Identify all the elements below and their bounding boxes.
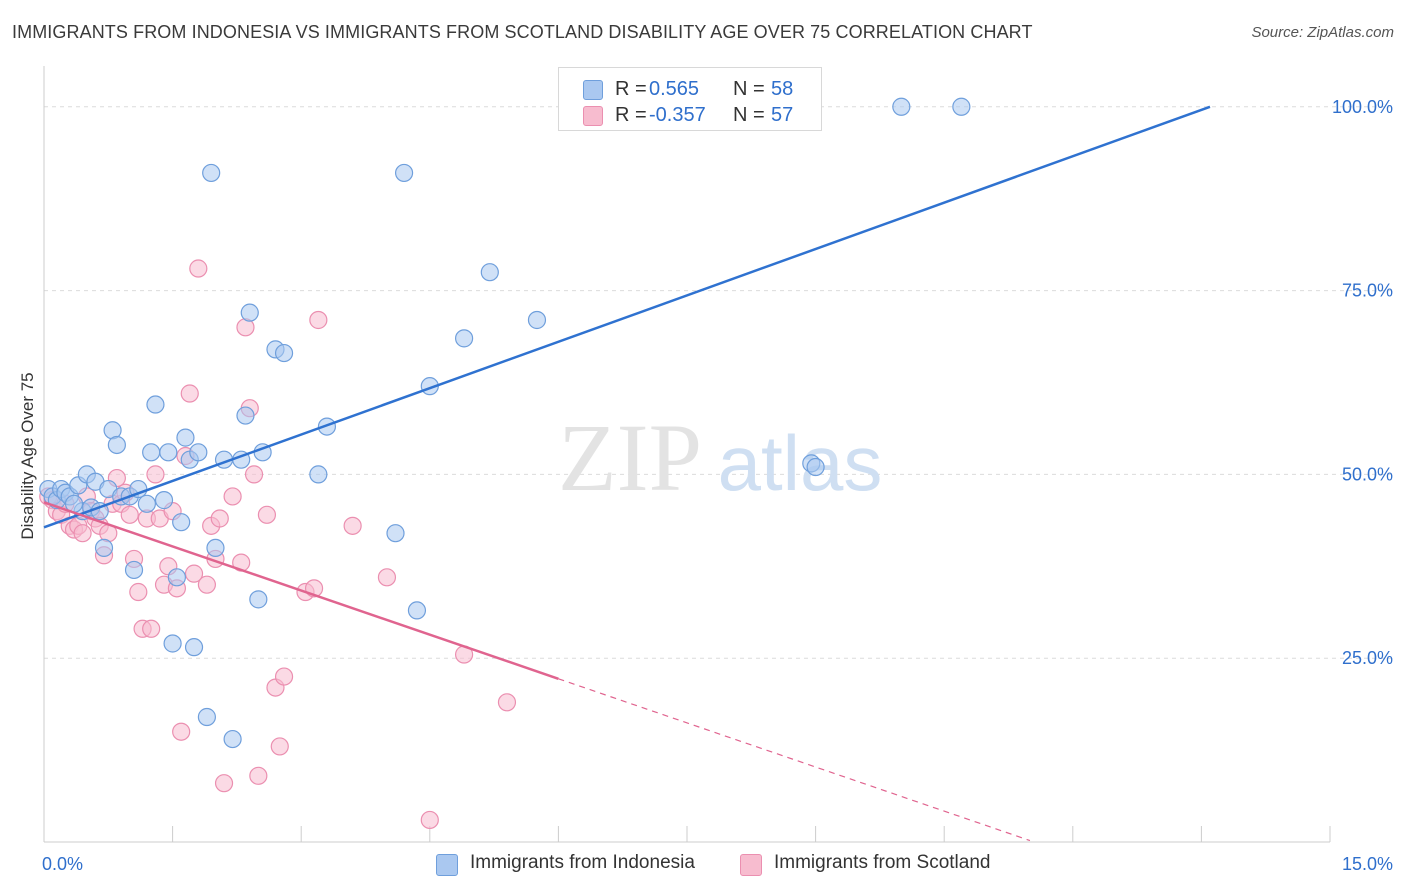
trend-line-scotland xyxy=(43,501,559,680)
legend-label-scotland: Immigrants from Scotland xyxy=(774,852,991,873)
scotland-point xyxy=(244,465,264,484)
legend-swatch-scotland xyxy=(740,854,762,876)
y-tick-label: 100.0% xyxy=(1332,97,1393,117)
trend-line-indonesia xyxy=(43,105,1211,529)
scotland-point xyxy=(309,310,328,330)
correlation-legend: R = 0.565 N = 58 R = -0.357 N = 57 xyxy=(558,67,822,131)
n-value: 58 xyxy=(771,78,794,100)
indonesia-point xyxy=(107,435,126,455)
scotland-point xyxy=(257,505,277,524)
scotland-point xyxy=(343,516,362,535)
indonesia-point xyxy=(274,343,294,363)
r-value: 0.565 xyxy=(649,78,700,100)
scotland-point xyxy=(142,619,161,638)
indonesia-point xyxy=(806,457,825,477)
scotland-point xyxy=(497,693,517,712)
indonesia-point xyxy=(386,524,405,543)
indonesia-point xyxy=(202,163,221,183)
indonesia-point xyxy=(206,538,225,558)
indonesia-point xyxy=(124,560,144,580)
indonesia-point xyxy=(407,601,427,620)
indonesia-point xyxy=(189,443,208,462)
scotland-point xyxy=(274,667,294,686)
indonesia-point xyxy=(146,395,165,414)
series-legend: Immigrants from Indonesia Immigrants fro… xyxy=(0,852,1406,878)
indonesia-point xyxy=(527,310,547,330)
series-scotland-points xyxy=(39,259,517,830)
indonesia-point xyxy=(172,513,191,532)
legend-swatch-scotland xyxy=(583,106,603,126)
indonesia-point xyxy=(309,465,328,484)
indonesia-point xyxy=(159,443,178,462)
scotland-point xyxy=(180,384,199,403)
indonesia-point xyxy=(94,538,114,558)
trend-line-scotland-extrapolated xyxy=(558,678,1031,842)
indonesia-point xyxy=(249,590,268,609)
scotland-point xyxy=(270,737,289,756)
watermark-atlas: atlas xyxy=(718,419,883,507)
scotland-point xyxy=(214,774,234,793)
watermark-zip: ZIP xyxy=(558,404,702,511)
source-label: Source: ZipAtlas.com xyxy=(1251,24,1394,41)
scotland-point xyxy=(146,465,165,484)
scotland-point xyxy=(73,524,92,543)
indonesia-point xyxy=(480,263,499,282)
chart-title: IMMIGRANTS FROM INDONESIA VS IMMIGRANTS … xyxy=(12,22,1033,42)
legend-swatch-indonesia xyxy=(583,80,603,100)
y-tick-label: 75.0% xyxy=(1342,281,1393,301)
legend-label-indonesia: Immigrants from Indonesia xyxy=(470,852,695,873)
scotland-point xyxy=(210,509,229,528)
r-label: R = xyxy=(615,104,647,126)
indonesia-point xyxy=(952,97,971,116)
scotland-point xyxy=(377,568,397,587)
scotland-point xyxy=(184,564,204,583)
scotland-point xyxy=(189,259,208,278)
scotland-point xyxy=(129,582,148,602)
indonesia-point xyxy=(892,97,911,116)
indonesia-point xyxy=(240,303,259,322)
indonesia-point xyxy=(223,729,242,749)
r-label: R = xyxy=(615,78,647,100)
x-tick-label-max: 15.0% xyxy=(1342,854,1393,874)
n-value: 57 xyxy=(771,104,794,126)
y-tick-label: 50.0% xyxy=(1342,464,1393,484)
indonesia-point xyxy=(137,494,156,513)
scotland-point xyxy=(120,505,139,524)
x-tick-label-min: 0.0% xyxy=(42,854,83,874)
n-label: N = xyxy=(733,78,765,100)
indonesia-point xyxy=(454,329,474,348)
indonesia-point xyxy=(176,428,195,447)
indonesia-point xyxy=(167,568,186,587)
grid-lines xyxy=(44,106,1392,659)
indonesia-point xyxy=(163,634,182,653)
watermark: ZIP atlas xyxy=(558,404,882,511)
indonesia-point xyxy=(236,406,255,425)
legend-row-indonesia: R = 0.565 N = 58 xyxy=(559,76,821,102)
scotland-point xyxy=(223,487,242,506)
indonesia-point xyxy=(154,491,174,510)
scotland-point xyxy=(197,575,216,594)
indonesia-point xyxy=(184,638,204,657)
y-tick-label: 25.0% xyxy=(1342,648,1393,668)
y-tick-labels: 25.0% 50.0% 75.0% 100.0% xyxy=(1332,97,1393,668)
indonesia-point xyxy=(394,163,414,183)
legend-row-scotland: R = -0.357 N = 57 xyxy=(559,102,821,128)
trend-lines xyxy=(43,105,1211,842)
x-tick-labels: 0.0% 15.0% xyxy=(42,854,1393,874)
indonesia-point xyxy=(142,443,161,462)
n-label: N = xyxy=(733,104,765,126)
series-indonesia-points xyxy=(39,97,971,749)
scotland-point xyxy=(172,722,191,741)
legend-swatch-indonesia xyxy=(436,854,458,876)
scotland-point xyxy=(420,810,439,830)
indonesia-point xyxy=(197,707,216,727)
scotland-point xyxy=(249,766,268,785)
y-axis-label: Disability Age Over 75 xyxy=(18,372,37,540)
r-value: -0.357 xyxy=(649,104,706,126)
